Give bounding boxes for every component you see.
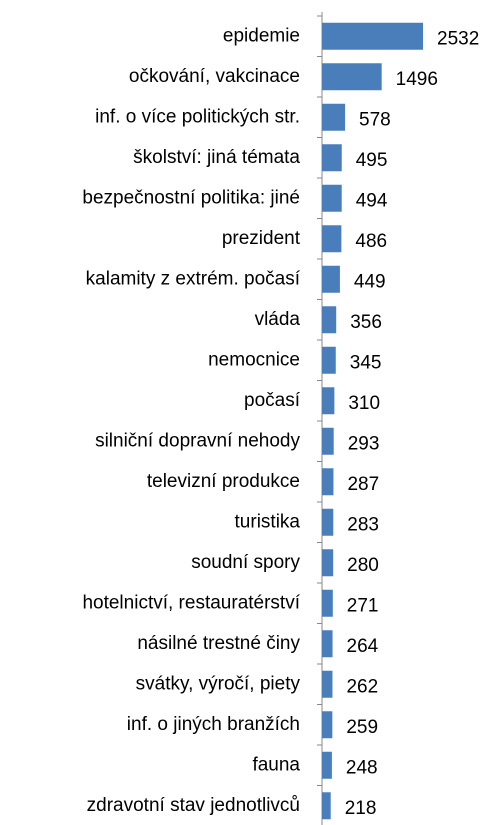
bar bbox=[322, 144, 342, 172]
category-label: násilné trestné činy bbox=[137, 633, 300, 654]
category-label: zdravotní stav jednotlivců bbox=[87, 795, 300, 816]
value-label: 345 bbox=[350, 352, 382, 373]
value-label: 2532 bbox=[437, 28, 479, 49]
category-label: kalamity z extrém. počasí bbox=[86, 268, 301, 289]
bar bbox=[322, 103, 346, 131]
value-label: 271 bbox=[347, 595, 379, 616]
bar bbox=[322, 346, 336, 374]
value-label: 495 bbox=[356, 150, 388, 171]
value-label: 356 bbox=[350, 312, 382, 333]
value-label: 1496 bbox=[396, 69, 438, 90]
value-label: 283 bbox=[347, 514, 379, 535]
category-label: inf. o více politických str. bbox=[95, 106, 300, 127]
bar bbox=[322, 630, 333, 658]
bar bbox=[322, 670, 333, 698]
category-label: silniční dopravní nehody bbox=[95, 430, 300, 451]
category-label: inf. o jiných branžích bbox=[127, 714, 300, 735]
category-label: prezident bbox=[222, 228, 301, 249]
bar bbox=[322, 225, 342, 253]
bar bbox=[322, 387, 335, 415]
category-label: soudní spory bbox=[191, 552, 300, 573]
category-label: epidemie bbox=[223, 25, 300, 46]
value-label: 248 bbox=[346, 757, 378, 778]
value-label: 578 bbox=[359, 109, 391, 130]
value-label: 262 bbox=[346, 676, 378, 697]
category-label: televizní produkce bbox=[147, 471, 300, 492]
bar bbox=[322, 549, 334, 577]
value-label: 449 bbox=[354, 271, 386, 292]
bar bbox=[322, 589, 333, 617]
bar bbox=[322, 63, 382, 91]
bar bbox=[322, 306, 337, 334]
bar bbox=[322, 22, 423, 50]
category-label: fauna bbox=[252, 754, 300, 775]
value-label: 264 bbox=[347, 636, 379, 657]
bar bbox=[322, 184, 342, 212]
bar bbox=[322, 427, 334, 455]
category-label: nemocnice bbox=[208, 349, 300, 370]
bar bbox=[322, 792, 331, 820]
category-label: školství: jiná témata bbox=[133, 147, 300, 168]
value-label: 218 bbox=[345, 798, 377, 819]
category-label: bezpečnostní politika: jiné bbox=[82, 187, 300, 208]
value-label: 293 bbox=[348, 433, 380, 454]
bar bbox=[322, 508, 334, 536]
category-label: počasí bbox=[244, 390, 301, 411]
bar bbox=[322, 265, 340, 293]
category-label: hotelnictví, restauratérství bbox=[82, 592, 300, 613]
bar bbox=[322, 751, 332, 779]
value-label: 259 bbox=[346, 717, 378, 738]
category-label: svátky, výročí, piety bbox=[136, 673, 301, 694]
value-label: 280 bbox=[347, 555, 379, 576]
value-label: 287 bbox=[347, 474, 379, 495]
bar bbox=[322, 711, 333, 739]
value-label: 310 bbox=[348, 393, 380, 414]
category-label: vláda bbox=[255, 309, 301, 330]
bar bbox=[322, 468, 334, 496]
value-label: 486 bbox=[355, 231, 387, 252]
value-label: 494 bbox=[356, 190, 388, 211]
category-label: turistika bbox=[235, 511, 301, 532]
category-label: očkování, vakcinace bbox=[129, 66, 300, 87]
